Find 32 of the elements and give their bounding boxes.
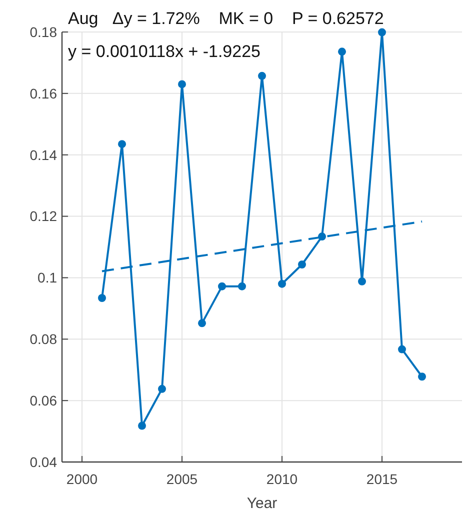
point bbox=[258, 72, 266, 80]
point bbox=[218, 282, 226, 290]
y-tick-label: 0.04 bbox=[30, 454, 58, 470]
x-tick-label: 2000 bbox=[66, 471, 98, 487]
point bbox=[278, 280, 286, 288]
point bbox=[358, 277, 366, 286]
y-tick-label: 0.16 bbox=[30, 85, 58, 102]
annotation: y = 0.0010118x + -1.9225 bbox=[68, 42, 261, 61]
x-axis-title: Year bbox=[246, 495, 278, 512]
point bbox=[378, 28, 386, 36]
y-tick-label: 0.08 bbox=[30, 331, 58, 348]
point bbox=[238, 282, 246, 290]
y-tick-label: 0.14 bbox=[30, 146, 58, 163]
point bbox=[158, 384, 166, 393]
point bbox=[98, 294, 106, 302]
y-tick-label: 0.06 bbox=[30, 392, 58, 408]
chart-title: Aug Δy = 1.72% MK = 0 P = 0.62572 bbox=[68, 9, 384, 28]
point bbox=[298, 260, 306, 269]
y-tick-label: 0.18 bbox=[30, 24, 58, 40]
point bbox=[178, 80, 186, 88]
point bbox=[138, 422, 146, 430]
y-tick-label: 0.12 bbox=[30, 208, 58, 224]
point bbox=[398, 345, 406, 354]
point bbox=[118, 140, 126, 148]
point bbox=[338, 48, 346, 56]
point bbox=[318, 232, 326, 241]
x-tick-label: 2010 bbox=[266, 471, 298, 487]
point bbox=[198, 319, 206, 328]
x-tick-label: 2015 bbox=[366, 471, 398, 487]
point bbox=[418, 372, 426, 381]
x-tick-label: 2005 bbox=[166, 471, 198, 487]
y-tick-label: 0.1 bbox=[38, 270, 58, 286]
